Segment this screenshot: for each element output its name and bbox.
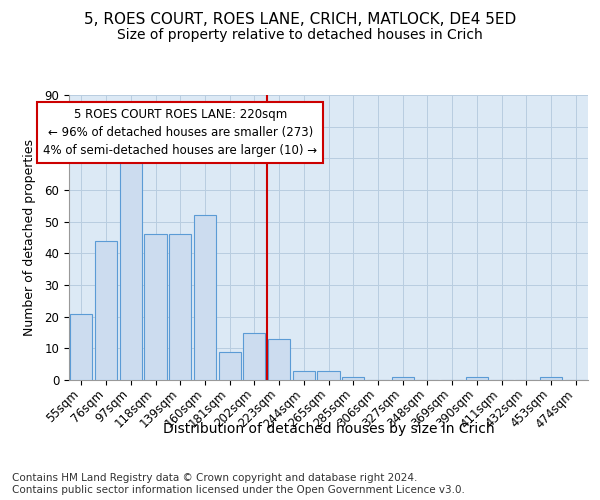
Bar [119, 142, 142, 380]
Bar [70, 314, 92, 380]
Bar [169, 234, 191, 380]
Text: 5 ROES COURT ROES LANE: 220sqm
← 96% of detached houses are smaller (273)
4% of : 5 ROES COURT ROES LANE: 220sqm ← 96% of … [43, 108, 317, 156]
Text: Contains HM Land Registry data © Crown copyright and database right 2024.
Contai: Contains HM Land Registry data © Crown c… [12, 474, 465, 495]
Bar [342, 377, 364, 380]
Text: Size of property relative to detached houses in Crich: Size of property relative to detached ho… [117, 28, 483, 42]
Bar [194, 216, 216, 380]
Y-axis label: Number of detached properties: Number of detached properties [23, 139, 36, 336]
Bar [95, 240, 117, 380]
Bar [218, 352, 241, 380]
Bar [293, 370, 315, 380]
Text: 5, ROES COURT, ROES LANE, CRICH, MATLOCK, DE4 5ED: 5, ROES COURT, ROES LANE, CRICH, MATLOCK… [84, 12, 516, 28]
Bar [268, 339, 290, 380]
Bar [317, 370, 340, 380]
Text: Distribution of detached houses by size in Crich: Distribution of detached houses by size … [163, 422, 494, 436]
Bar [145, 234, 167, 380]
Bar [392, 377, 414, 380]
Bar [540, 377, 562, 380]
Bar [243, 332, 265, 380]
Bar [466, 377, 488, 380]
